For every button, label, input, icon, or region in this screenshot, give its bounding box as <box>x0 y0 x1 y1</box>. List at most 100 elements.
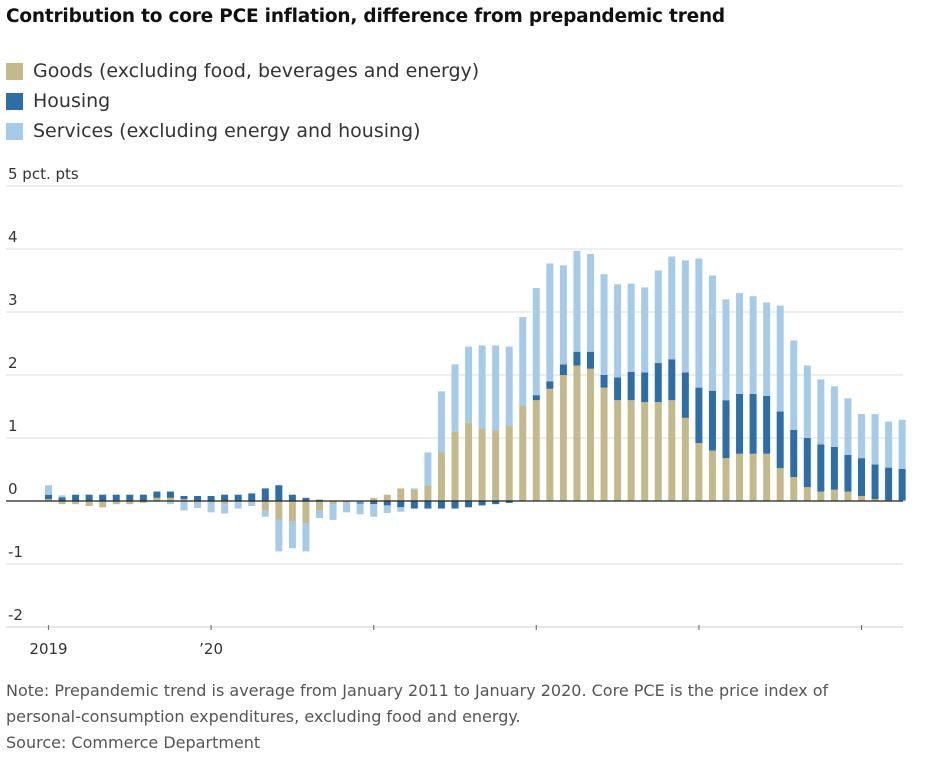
bar-segment-housing-3 <box>85 494 93 501</box>
bar-segment-housing-27 <box>410 501 418 509</box>
chart-title: Contribution to core PCE inflation, diff… <box>6 6 725 27</box>
bar-segment-goods-1 <box>58 501 66 505</box>
bar-segment-goods-59 <box>844 491 852 501</box>
bar-segment-services-57 <box>817 379 825 445</box>
bar-segment-goods-35 <box>519 405 527 501</box>
bar-segment-goods-60 <box>858 495 865 501</box>
bar-segment-services-58 <box>830 386 838 447</box>
bar-segment-services-14 <box>234 502 242 509</box>
bar-segment-goods-4 <box>99 501 107 508</box>
bar-segment-services-62 <box>885 421 893 468</box>
bar-segment-services-11 <box>194 502 202 508</box>
x-tick-label-0: 2019 <box>29 640 67 658</box>
bar-segment-services-47 <box>681 260 689 373</box>
bar-segment-services-12 <box>207 502 215 513</box>
bar-segment-housing-45 <box>654 363 662 403</box>
bar-segment-services-41 <box>600 274 608 375</box>
bar-segment-goods-46 <box>668 400 676 501</box>
bar-segment-goods-27 <box>410 489 418 501</box>
bar-segment-goods-36 <box>532 400 540 501</box>
bar-segment-goods-38 <box>559 375 567 501</box>
stacked-bar-chart: 5 pct. pts 4 3 2 1 0 -1 -2 2019 ’20 <box>6 165 906 658</box>
bar-segment-goods-50 <box>722 458 730 501</box>
bar-segment-services-49 <box>708 275 716 391</box>
bar-segment-goods-20 <box>316 501 323 511</box>
x-axis: 2019 ’20 <box>6 625 903 658</box>
bar-segment-housing-0 <box>45 494 52 500</box>
bar-segment-services-21 <box>329 504 337 520</box>
y-tick-label-3: 3 <box>8 291 18 309</box>
bar-segment-services-10 <box>180 501 188 511</box>
bar-segment-housing-29 <box>437 501 445 509</box>
legend-label-services: Services (excluding energy and housing) <box>33 120 421 142</box>
bar-segment-housing-10 <box>180 495 188 500</box>
bar-segment-goods-56 <box>803 487 811 501</box>
note-text: Note: Prepandemic trend is average from … <box>6 681 829 726</box>
bar-segment-services-52 <box>749 296 757 394</box>
bar-segment-goods-29 <box>437 452 445 501</box>
bar-segment-services-22 <box>343 502 351 513</box>
bar-segment-housing-1 <box>58 497 66 501</box>
bar-segment-housing-4 <box>99 494 107 501</box>
bar-segment-goods-23 <box>356 501 364 503</box>
bar-segment-goods-28 <box>424 485 432 501</box>
bar-segment-housing-49 <box>708 390 716 451</box>
bar-segment-services-19 <box>302 523 310 552</box>
bar-segment-goods-17 <box>275 501 283 520</box>
bar-segment-housing-55 <box>790 429 798 478</box>
bar-segment-services-45 <box>654 270 662 364</box>
bar-segment-goods-9 <box>166 497 174 501</box>
bar-segment-goods-14 <box>234 501 242 503</box>
bar-segment-goods-22 <box>343 501 351 503</box>
bar-segment-services-55 <box>790 340 798 430</box>
bar-segment-services-34 <box>505 346 513 426</box>
bar-segment-housing-11 <box>194 495 202 501</box>
y-tick-label-0: 0 <box>8 480 18 498</box>
bar-segment-goods-26 <box>397 488 405 501</box>
bar-segment-housing-34 <box>505 501 513 503</box>
bar-segment-housing-46 <box>668 359 676 401</box>
y-tick-label-minus1: -1 <box>8 543 23 561</box>
bar-segment-housing-50 <box>722 400 730 459</box>
legend-swatch-goods <box>6 62 23 80</box>
bars <box>45 250 906 552</box>
bar-segment-services-48 <box>695 258 703 388</box>
bar-segment-services-25 <box>383 505 391 513</box>
bar-segment-services-38 <box>559 265 567 365</box>
bar-segment-goods-37 <box>546 388 554 501</box>
bar-segment-housing-6 <box>126 494 134 501</box>
bar-segment-housing-53 <box>763 395 771 454</box>
bar-segment-housing-2 <box>72 494 80 501</box>
bar-segment-services-13 <box>221 504 229 514</box>
bar-segment-services-61 <box>871 414 879 465</box>
bar-segment-services-17 <box>275 519 283 552</box>
bar-segment-housing-17 <box>275 485 283 501</box>
bar-segment-goods-33 <box>492 430 500 501</box>
bar-segment-goods-3 <box>85 501 93 507</box>
bar-segment-services-33 <box>492 345 500 431</box>
bar-segment-housing-12 <box>207 495 215 501</box>
bar-segment-services-44 <box>641 287 649 373</box>
bar-segment-housing-28 <box>424 501 432 509</box>
bar-segment-goods-34 <box>505 425 513 501</box>
bar-segment-goods-54 <box>776 468 784 501</box>
bar-segment-services-40 <box>587 254 594 352</box>
bar-segment-services-27 <box>410 488 418 490</box>
bar-segment-housing-7 <box>139 494 147 501</box>
bar-segment-housing-33 <box>492 501 500 505</box>
bar-segment-goods-0 <box>45 499 52 501</box>
bar-segment-housing-47 <box>681 372 689 418</box>
bar-segment-services-46 <box>668 256 676 360</box>
bar-segment-goods-5 <box>112 501 120 505</box>
y-tick-label-minus2: -2 <box>8 606 23 624</box>
bar-segment-goods-39 <box>573 365 581 501</box>
bar-segment-housing-40 <box>587 351 594 369</box>
bar-segment-housing-13 <box>221 494 229 501</box>
footnote: Note: Prepandemic trend is average from … <box>6 678 906 756</box>
bar-segment-housing-8 <box>153 491 161 498</box>
bar-segment-housing-51 <box>736 393 744 454</box>
bar-segment-services-16 <box>261 510 269 517</box>
bar-segment-goods-42 <box>614 400 622 501</box>
bar-segment-housing-52 <box>749 393 757 454</box>
bar-segment-housing-41 <box>600 375 608 388</box>
